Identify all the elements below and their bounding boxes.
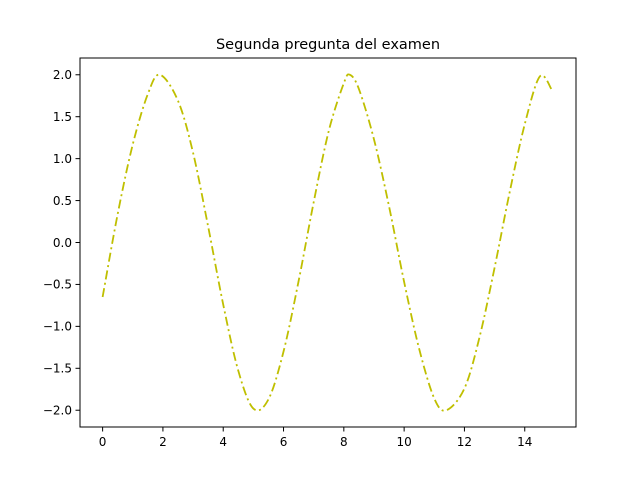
y-tick-label-7: 1.5 xyxy=(53,110,72,124)
plot-area: 0 2 4 6 8 10 12 14 −2.0 −1.5 −1.0 −0.5 0.0 0.5 1.0 1.5 2… xyxy=(43,57,577,449)
x-tick-label-5: 10 xyxy=(396,435,411,449)
chart-title: Segunda pregunta del examen xyxy=(216,37,440,53)
series-line-0 xyxy=(101,73,553,412)
y-tick-label-8: 2.0 xyxy=(53,68,72,82)
y-tick-label-4: 0.0 xyxy=(53,236,72,250)
x-tick-label-0: 0 xyxy=(99,435,107,449)
x-tick-label-6: 12 xyxy=(457,435,472,449)
y-tick-label-3: −0.5 xyxy=(43,278,72,292)
x-tick-label-3: 6 xyxy=(280,435,288,449)
y-tick-label-5: 0.5 xyxy=(53,194,72,208)
y-tick-label-2: −1.0 xyxy=(43,320,72,334)
x-tick-label-1: 2 xyxy=(159,435,167,449)
x-tick-label-2: 4 xyxy=(219,435,227,449)
y-tick-label-1: −1.5 xyxy=(43,362,72,376)
x-tick-label-7: 14 xyxy=(517,435,532,449)
y-tick-label-6: 1.0 xyxy=(53,152,72,166)
x-tick-label-4: 8 xyxy=(340,435,348,449)
y-tick-label-0: −2.0 xyxy=(43,404,72,418)
